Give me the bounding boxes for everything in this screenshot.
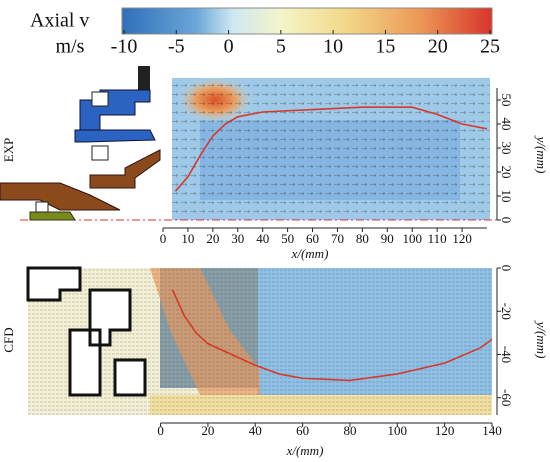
colorbar-tick-label: 25 [480, 36, 500, 58]
exp-vectors [172, 78, 490, 220]
x-tick-label: 60 [306, 231, 319, 246]
x-tick-label: 100 [402, 231, 422, 246]
zero-velocity-line [171, 289, 493, 382]
x-tick-label: 40 [249, 423, 262, 438]
colorbar-tick-label: 10 [323, 36, 343, 58]
bearing [91, 145, 109, 161]
geometry [0, 182, 121, 211]
x-tick-label: 100 [388, 423, 408, 438]
x-axis-label: x/(mm) [286, 443, 324, 458]
x-tick-label: 120 [452, 231, 472, 246]
colorbar-title: Axial v [30, 10, 89, 32]
cfd-geometry [26, 266, 147, 397]
x-tick-label: 0 [160, 231, 167, 246]
x-tick-label: 20 [201, 423, 214, 438]
x-tick-label: 0 [157, 423, 164, 438]
bearing [91, 91, 109, 107]
y-tick-label: -20 [499, 303, 514, 320]
x-tick-label: 120 [435, 423, 455, 438]
zero-velocity-line [174, 106, 488, 192]
y-tick-label: 20 [499, 166, 514, 179]
y-tick-label: 0 [499, 265, 514, 272]
y-tick-label: 30 [499, 142, 514, 155]
y-tick-label: 0 [499, 217, 514, 224]
geometry [74, 129, 156, 143]
panel-label: CFD [1, 327, 16, 352]
geometry [79, 89, 151, 131]
y-tick-label: 10 [499, 190, 514, 203]
colorbar [121, 7, 493, 35]
y-axis-label: y/(mm) [534, 135, 549, 174]
x-tick-label: 110 [428, 231, 447, 246]
geometry [29, 211, 76, 221]
x-tick-label: 90 [381, 231, 394, 246]
x-tick-label: 20 [206, 231, 219, 246]
colorbar-tick-label: 0 [224, 36, 234, 58]
x-tick-label: 30 [231, 231, 244, 246]
x-axis-label: x/(mm) [291, 246, 329, 261]
x-tick-label: 10 [181, 231, 194, 246]
colorbar-tick-label: 5 [276, 36, 286, 58]
y-tick-label: -40 [499, 346, 514, 363]
x-tick-label: 70 [331, 231, 344, 246]
x-tick-label: 60 [296, 423, 309, 438]
colorbar-tick-label: -5 [168, 36, 185, 58]
x-tick-label: 140 [482, 423, 502, 438]
x-tick-label: 80 [356, 231, 369, 246]
y-tick-label: -60 [499, 389, 514, 406]
y-tick-label: 40 [499, 118, 514, 131]
x-tick-label: 50 [281, 231, 294, 246]
y-tick-label: 50 [499, 94, 514, 107]
geometry [89, 149, 161, 189]
colorbar-tick-label: -10 [111, 36, 138, 58]
y-axis-label: y/(mm) [534, 320, 549, 359]
colorbar-tick-label: 15 [375, 36, 395, 58]
colorbar-unit: m/s [56, 36, 85, 58]
bearing [35, 201, 49, 213]
colorbar-tick-label: 20 [428, 36, 448, 58]
x-tick-label: 80 [343, 423, 356, 438]
panel-label: EXP [1, 138, 16, 163]
x-tick-label: 40 [256, 231, 269, 246]
